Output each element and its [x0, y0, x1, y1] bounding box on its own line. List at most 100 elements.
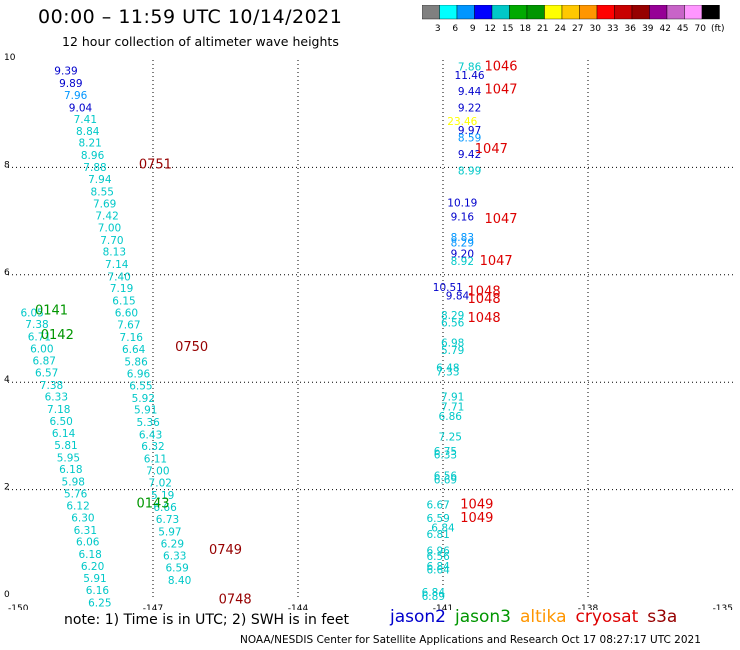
wave-height-value: 6.89	[422, 591, 445, 603]
wave-height-value: 5.91	[83, 573, 106, 585]
wave-height-value: 6.33	[434, 450, 457, 462]
wave-height-value: 7.33	[436, 366, 459, 378]
wave-height-value: 6.67	[426, 500, 449, 512]
wave-height-value: 6.56	[426, 551, 450, 563]
wave-height-value: 6.56	[434, 471, 458, 483]
wave-height-value: 6.66	[153, 502, 177, 514]
wave-height-value: 6.87	[33, 356, 56, 368]
wave-height-value: 6.84	[431, 523, 455, 535]
footnote: note: 1) Time is in UTC; 2) SWH is in fe…	[64, 612, 350, 628]
wave-height-value: 5.81	[54, 440, 77, 452]
wave-height-value: 6.00	[30, 343, 53, 355]
color-scale-label: 6	[452, 24, 458, 34]
wave-height-value: 6.71	[28, 332, 51, 344]
wave-height-value: 6.56	[441, 318, 465, 330]
y-tick-label: 8	[4, 160, 10, 170]
wave-height-value: 6.25	[88, 597, 111, 609]
wave-height-value: 5.79	[441, 345, 464, 357]
wave-height-value: 6.96	[127, 369, 151, 381]
color-scale-label: 24	[555, 24, 567, 34]
y-tick-label: 4	[4, 375, 10, 385]
legend-item-cryosat: cryosat	[575, 607, 639, 627]
wave-height-value: 8.92	[451, 256, 474, 268]
wave-height-value: 6.18	[59, 464, 82, 476]
pass-time-label: 0751	[139, 158, 172, 173]
wave-height-value: 6.55	[129, 380, 152, 392]
wave-height-value: 8.13	[103, 247, 126, 259]
color-scale-label: 39	[642, 24, 654, 34]
wave-height-value: 8.96	[81, 150, 105, 162]
wave-height-value: 6.81	[426, 529, 449, 541]
wave-height-value: 7.91	[441, 392, 464, 404]
wave-height-value: 7.96	[64, 90, 88, 102]
y-tick-label: 2	[4, 483, 10, 493]
wave-height-value: 7.18	[47, 404, 70, 416]
wave-height-value: 8.29	[441, 310, 464, 322]
color-scale-bar: 3 6 9 12 15 18 21 24 27 30 33 36 39 42 45 70 (ft)	[422, 5, 725, 34]
wave-height-value: 7.40	[107, 271, 130, 283]
wave-height-value: 9.44	[458, 86, 482, 98]
wave-height-value: 9.42	[458, 149, 481, 161]
wave-height-value: 7.00	[146, 465, 169, 477]
color-scale-label: 21	[537, 24, 548, 34]
pass-time-label: 0750	[175, 340, 208, 355]
legend-item-s3a: s3a	[647, 607, 678, 627]
wave-height-value: 6.06	[76, 537, 100, 549]
color-scale-label: 70	[695, 24, 707, 34]
wave-height-value: 9.97	[458, 125, 481, 137]
pass-time-label: 0141	[35, 304, 68, 319]
y-tick-label: 0	[4, 590, 10, 600]
wave-height-value: 9.16	[451, 211, 475, 223]
wave-height-value: 6.64	[122, 344, 146, 356]
pass-time-label: 1049	[460, 498, 493, 513]
pass-time-label: 1048	[468, 311, 501, 326]
color-scale-label: 30	[590, 24, 602, 34]
wave-height-value: 6.16	[86, 585, 110, 597]
legend-item-altika: altika	[520, 607, 567, 627]
color-scale-label: 18	[520, 24, 532, 34]
wave-height-value: 11.46	[455, 70, 485, 82]
pass-time-label: 1049	[460, 511, 493, 526]
wave-height-value: 7.70	[100, 235, 123, 247]
wave-height-value: 6.33	[163, 551, 186, 563]
wave-height-value: 6.69	[434, 474, 457, 486]
wave-height-value: 10.19	[447, 197, 477, 209]
wave-height-value: 9.22	[458, 102, 481, 114]
chart-title: 00:00 – 11:59 UTC 10/14/2021	[38, 6, 343, 28]
color-scale-label: 15	[502, 24, 513, 34]
wave-height-value: 6.75	[434, 446, 457, 458]
wave-height-value: 6.84	[422, 587, 446, 599]
wave-height-value: 6.11	[144, 453, 167, 465]
wave-height-value: 7.14	[105, 259, 129, 271]
pass-time-label: 1047	[484, 212, 517, 227]
color-scale-label: 12	[485, 24, 496, 34]
wave-height-value: 8.84	[76, 126, 100, 138]
color-scale-label: 27	[572, 24, 583, 34]
wave-height-value: 5.97	[158, 526, 181, 538]
pass-time-label: 1047	[480, 254, 513, 269]
color-scale-label: 33	[607, 24, 618, 34]
wave-height-value: 7.69	[93, 198, 116, 210]
satellite-legend: jason2 jason3 altika cryosat s3a	[390, 607, 686, 627]
pass-time-label: 1047	[475, 142, 508, 157]
wave-height-value: 8.55	[91, 187, 114, 199]
x-tick-label: -141	[433, 604, 453, 610]
wave-height-value: 8.99	[458, 166, 481, 178]
wave-height-value: 6.29	[161, 538, 184, 550]
wave-height-value: 7.38	[25, 319, 48, 331]
color-swatch	[701, 5, 720, 20]
pass-time-label: 1048	[468, 284, 501, 299]
wave-height-value: 6.14	[52, 428, 76, 440]
pass-time-label: 1047	[484, 82, 517, 97]
color-scale-label: 45	[677, 24, 688, 34]
pass-time-label: 0749	[209, 543, 242, 558]
pass-time-label: 1046	[484, 59, 517, 74]
wave-height-value: 7.25	[439, 431, 462, 443]
wave-height-value: 7.16	[120, 332, 144, 344]
wave-height-value: 6.64	[426, 565, 450, 577]
wave-height-value: 7.00	[98, 223, 121, 235]
wave-height-value: 9.39	[54, 66, 77, 78]
wave-height-value: 6.30	[71, 513, 94, 525]
wave-height-value: 7.94	[88, 174, 112, 186]
wave-height-value: 8.40	[168, 575, 191, 587]
